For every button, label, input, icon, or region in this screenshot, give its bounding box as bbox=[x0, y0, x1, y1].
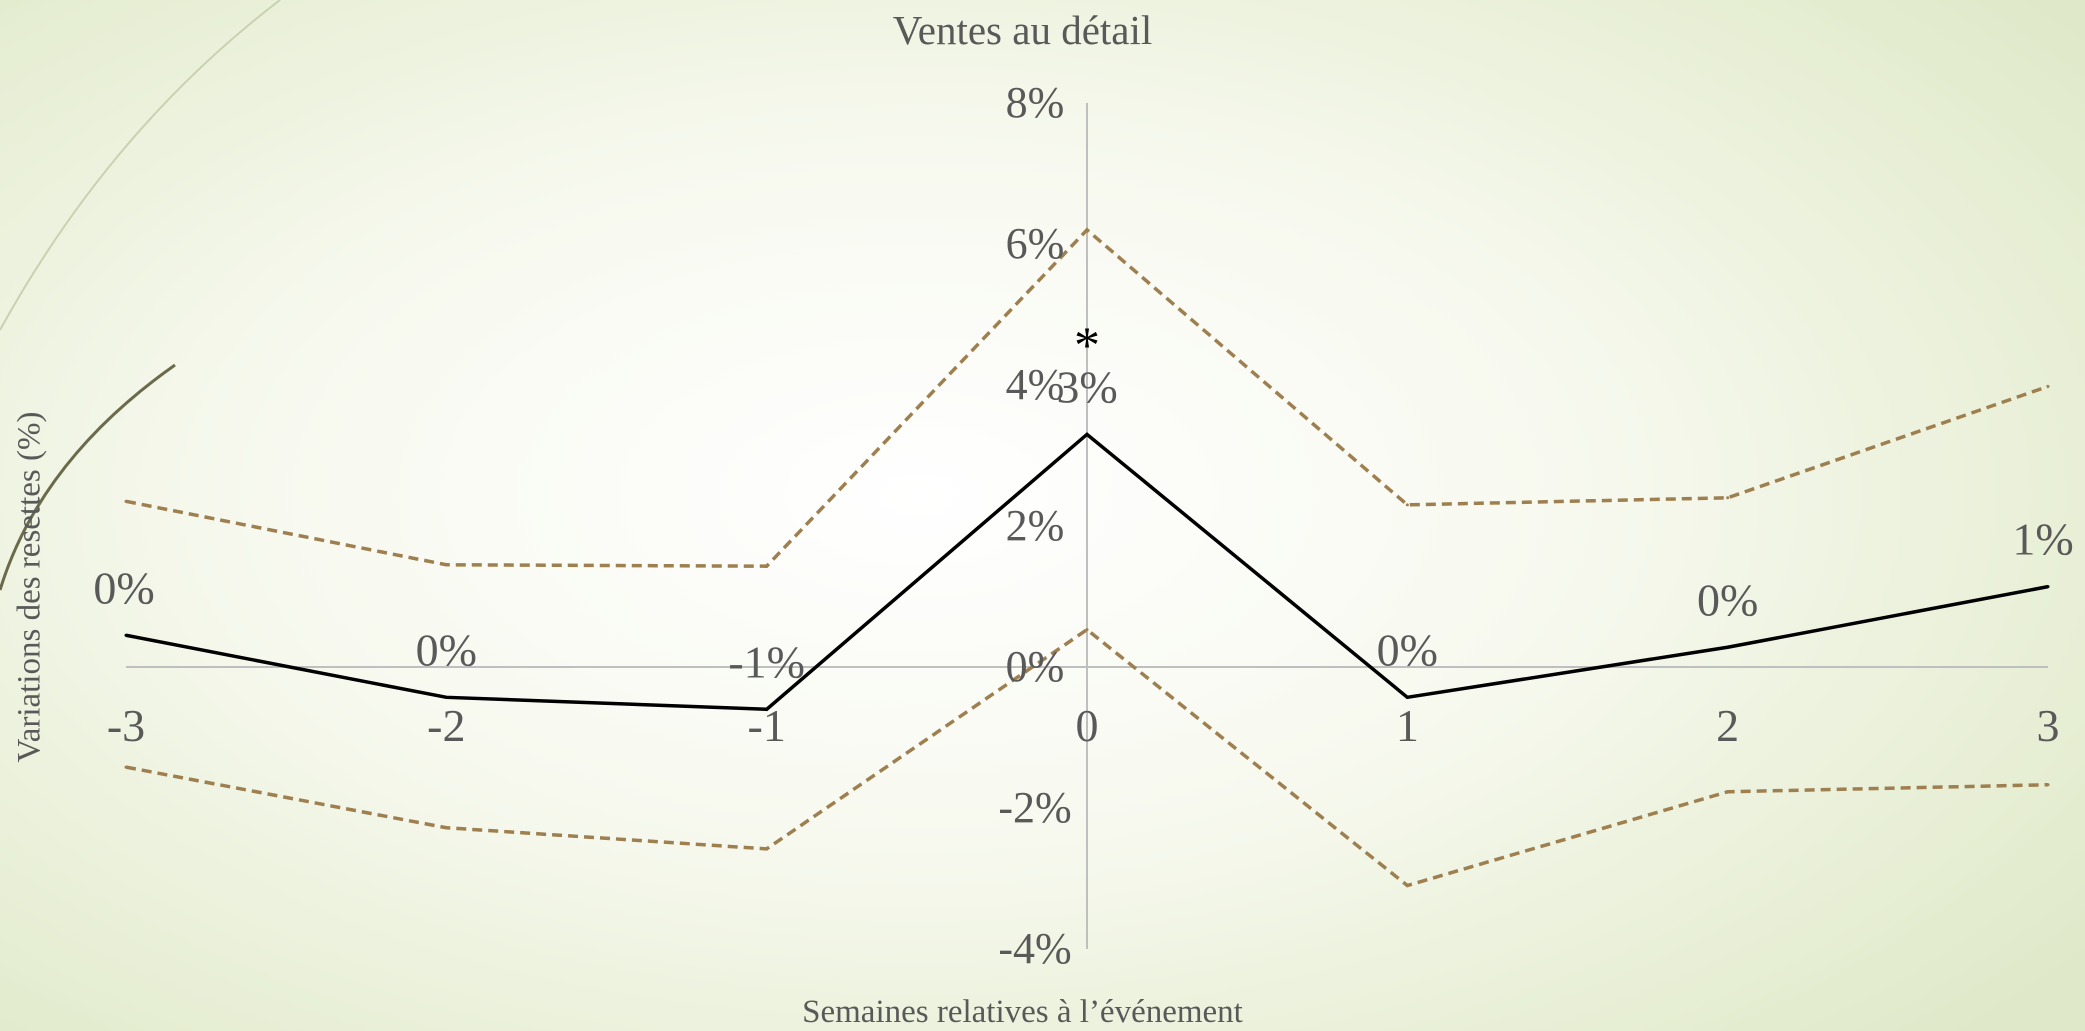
data-label: 0% bbox=[1697, 574, 1758, 625]
significance-star-annotation: * bbox=[1074, 317, 1100, 374]
data-point-lower-ci bbox=[1405, 884, 1409, 888]
data-point-lower-ci bbox=[2046, 783, 2050, 787]
data-point-upper-ci bbox=[2046, 384, 2050, 388]
data-point-lower-ci bbox=[444, 826, 448, 830]
x-tick-label: -3 bbox=[107, 700, 145, 751]
decorative-swoosh bbox=[0, 0, 281, 591]
data-label: 3% bbox=[1056, 361, 1117, 412]
x-tick-label: 1 bbox=[1396, 700, 1419, 751]
y-tick-label: 6% bbox=[1006, 219, 1065, 268]
data-point-upper-ci bbox=[765, 564, 769, 568]
y-tick-label: -4% bbox=[998, 924, 1071, 973]
data-point-estimate bbox=[765, 707, 769, 711]
data-label: -1% bbox=[728, 636, 805, 687]
chart-axes bbox=[126, 103, 2048, 949]
data-point-upper-ci bbox=[1405, 503, 1409, 507]
x-tick-label: -1 bbox=[748, 700, 786, 751]
data-point-upper-ci bbox=[1726, 496, 1730, 500]
data-point-upper-ci bbox=[444, 563, 448, 567]
decor-curve-thin bbox=[0, 0, 281, 331]
data-point-lower-ci bbox=[1085, 628, 1089, 632]
chart-title: Ventes au détail bbox=[892, 7, 1153, 53]
data-point-estimate bbox=[2046, 585, 2050, 589]
data-point-upper-ci bbox=[124, 499, 128, 503]
data-label: 1% bbox=[2012, 514, 2073, 565]
y-tick-label: 2% bbox=[1006, 501, 1065, 550]
x-tick-label: 2 bbox=[1716, 700, 1739, 751]
data-label: 0% bbox=[416, 624, 477, 675]
data-point-estimate bbox=[444, 695, 448, 699]
y-axis-label: Variations des resettes (%) bbox=[11, 411, 48, 763]
data-label: 0% bbox=[93, 562, 154, 613]
data-point-upper-ci bbox=[1085, 228, 1089, 232]
data-label: 0% bbox=[1377, 624, 1438, 675]
data-labels: 0% 0% -1% 3% 0% 0% 1% * bbox=[93, 317, 2073, 687]
data-point-lower-ci bbox=[1726, 790, 1730, 794]
x-axis-label: Semaines relatives à l’événement bbox=[802, 994, 1243, 1030]
y-tick-label: 4% bbox=[1006, 360, 1065, 409]
data-point-estimate bbox=[1726, 645, 1730, 649]
decor-curve-dark bbox=[0, 363, 176, 591]
y-tick-label: -2% bbox=[998, 783, 1071, 832]
data-point-estimate bbox=[1085, 432, 1089, 436]
series-layer bbox=[124, 227, 2050, 888]
data-point-lower-ci bbox=[765, 847, 769, 851]
tick-labels: -4% -2% 0% 2% 4% 6% 8% -3 -2 -1 0 1 2 3 bbox=[107, 78, 2060, 973]
data-point-estimate bbox=[124, 633, 128, 637]
x-tick-label: 3 bbox=[2037, 700, 2060, 751]
data-point-estimate bbox=[1405, 695, 1409, 699]
x-tick-label: -2 bbox=[427, 700, 465, 751]
x-tick-label: 0 bbox=[1076, 700, 1099, 751]
data-point-lower-ci bbox=[124, 765, 128, 769]
y-tick-label: 0% bbox=[1006, 642, 1065, 691]
y-tick-label: 8% bbox=[1006, 78, 1065, 127]
